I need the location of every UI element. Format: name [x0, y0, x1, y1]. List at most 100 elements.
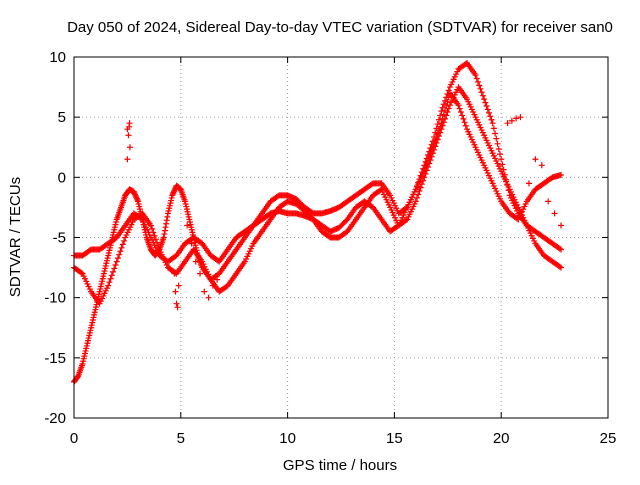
data-point [188, 240, 195, 247]
data-point [476, 82, 483, 89]
x-tick-label: 10 [279, 430, 296, 447]
data-point [192, 258, 199, 265]
data-point [488, 116, 495, 123]
data-point [126, 123, 133, 130]
data-point [475, 78, 482, 85]
data-point [532, 156, 539, 163]
data-point [558, 246, 565, 253]
data-point [422, 164, 429, 171]
data-point [113, 258, 120, 265]
data-point [111, 265, 118, 272]
data-point [478, 89, 485, 96]
data-point [481, 96, 488, 103]
data-point [513, 115, 520, 122]
y-tick-label: -10 [44, 290, 66, 307]
data-point [504, 120, 511, 127]
data-point [460, 115, 467, 122]
data-point [413, 194, 420, 201]
data-point [114, 255, 121, 262]
data-point [457, 109, 464, 116]
data-point [106, 279, 113, 286]
data-point [477, 85, 484, 92]
data-point [117, 248, 124, 255]
data-point [412, 198, 419, 205]
data-point [456, 105, 463, 112]
data-point [152, 236, 159, 243]
data-point [423, 161, 430, 168]
y-tick-label: 5 [58, 109, 66, 126]
data-point [112, 262, 119, 269]
data-point [164, 213, 171, 220]
data-point [429, 144, 436, 151]
data-point [131, 190, 138, 197]
data-point [173, 300, 180, 307]
data-point [209, 282, 216, 289]
data-point [499, 161, 506, 168]
data-point [473, 75, 480, 82]
data-point [184, 222, 191, 229]
data-point [205, 294, 212, 301]
x-tick-label: 15 [386, 430, 403, 447]
data-point [132, 191, 139, 198]
data-point [421, 168, 428, 175]
data-point [175, 282, 182, 289]
data-point [444, 98, 451, 105]
data-point [169, 192, 176, 199]
y-tick-label: 10 [49, 49, 66, 66]
data-point [160, 234, 167, 241]
data-point [443, 102, 450, 109]
x-tick-label: 0 [70, 430, 78, 447]
x-tick-label: 25 [600, 430, 617, 447]
data-point [170, 189, 177, 196]
data-points-layer [71, 60, 565, 385]
x-tick-label: 20 [493, 430, 510, 447]
data-point [174, 304, 181, 311]
data-point [197, 270, 204, 277]
data-point [138, 215, 145, 222]
data-point [455, 102, 462, 109]
data-point [498, 156, 505, 163]
data-point [459, 112, 466, 119]
data-point [487, 113, 494, 120]
data-point [417, 184, 424, 191]
data-point [107, 275, 114, 282]
x-tick-label: 5 [177, 430, 185, 447]
data-point [163, 220, 170, 227]
data-point [416, 188, 423, 195]
data-point [116, 251, 123, 258]
data-point [462, 122, 469, 129]
data-point [161, 227, 168, 234]
data-point [161, 231, 168, 238]
data-point [442, 107, 449, 114]
data-point [484, 106, 491, 113]
data-point [485, 109, 492, 116]
data-point [172, 288, 179, 295]
data-point [556, 245, 563, 252]
data-point [134, 197, 141, 204]
data-point [493, 135, 500, 142]
chart-title: Day 050 of 2024, Sidereal Day-to-day VTE… [67, 19, 613, 36]
data-point [435, 116, 442, 123]
data-point [433, 133, 440, 140]
data-point [483, 102, 490, 109]
y-axis-label: SDTVAR / TECUs [7, 177, 24, 297]
data-point [495, 145, 502, 152]
data-point [558, 171, 565, 178]
data-point [545, 198, 552, 205]
data-point [162, 224, 169, 231]
data-point [118, 244, 125, 251]
data-point [149, 225, 156, 232]
data-point [110, 268, 117, 275]
data-point [492, 130, 499, 137]
data-point [394, 223, 401, 230]
data-point [105, 282, 112, 289]
data-point [121, 237, 128, 244]
data-point [496, 151, 503, 158]
data-point [434, 130, 441, 137]
data-point [427, 151, 434, 158]
data-point [428, 147, 435, 154]
data-point [440, 111, 447, 118]
y-tick-label: -20 [44, 410, 66, 427]
